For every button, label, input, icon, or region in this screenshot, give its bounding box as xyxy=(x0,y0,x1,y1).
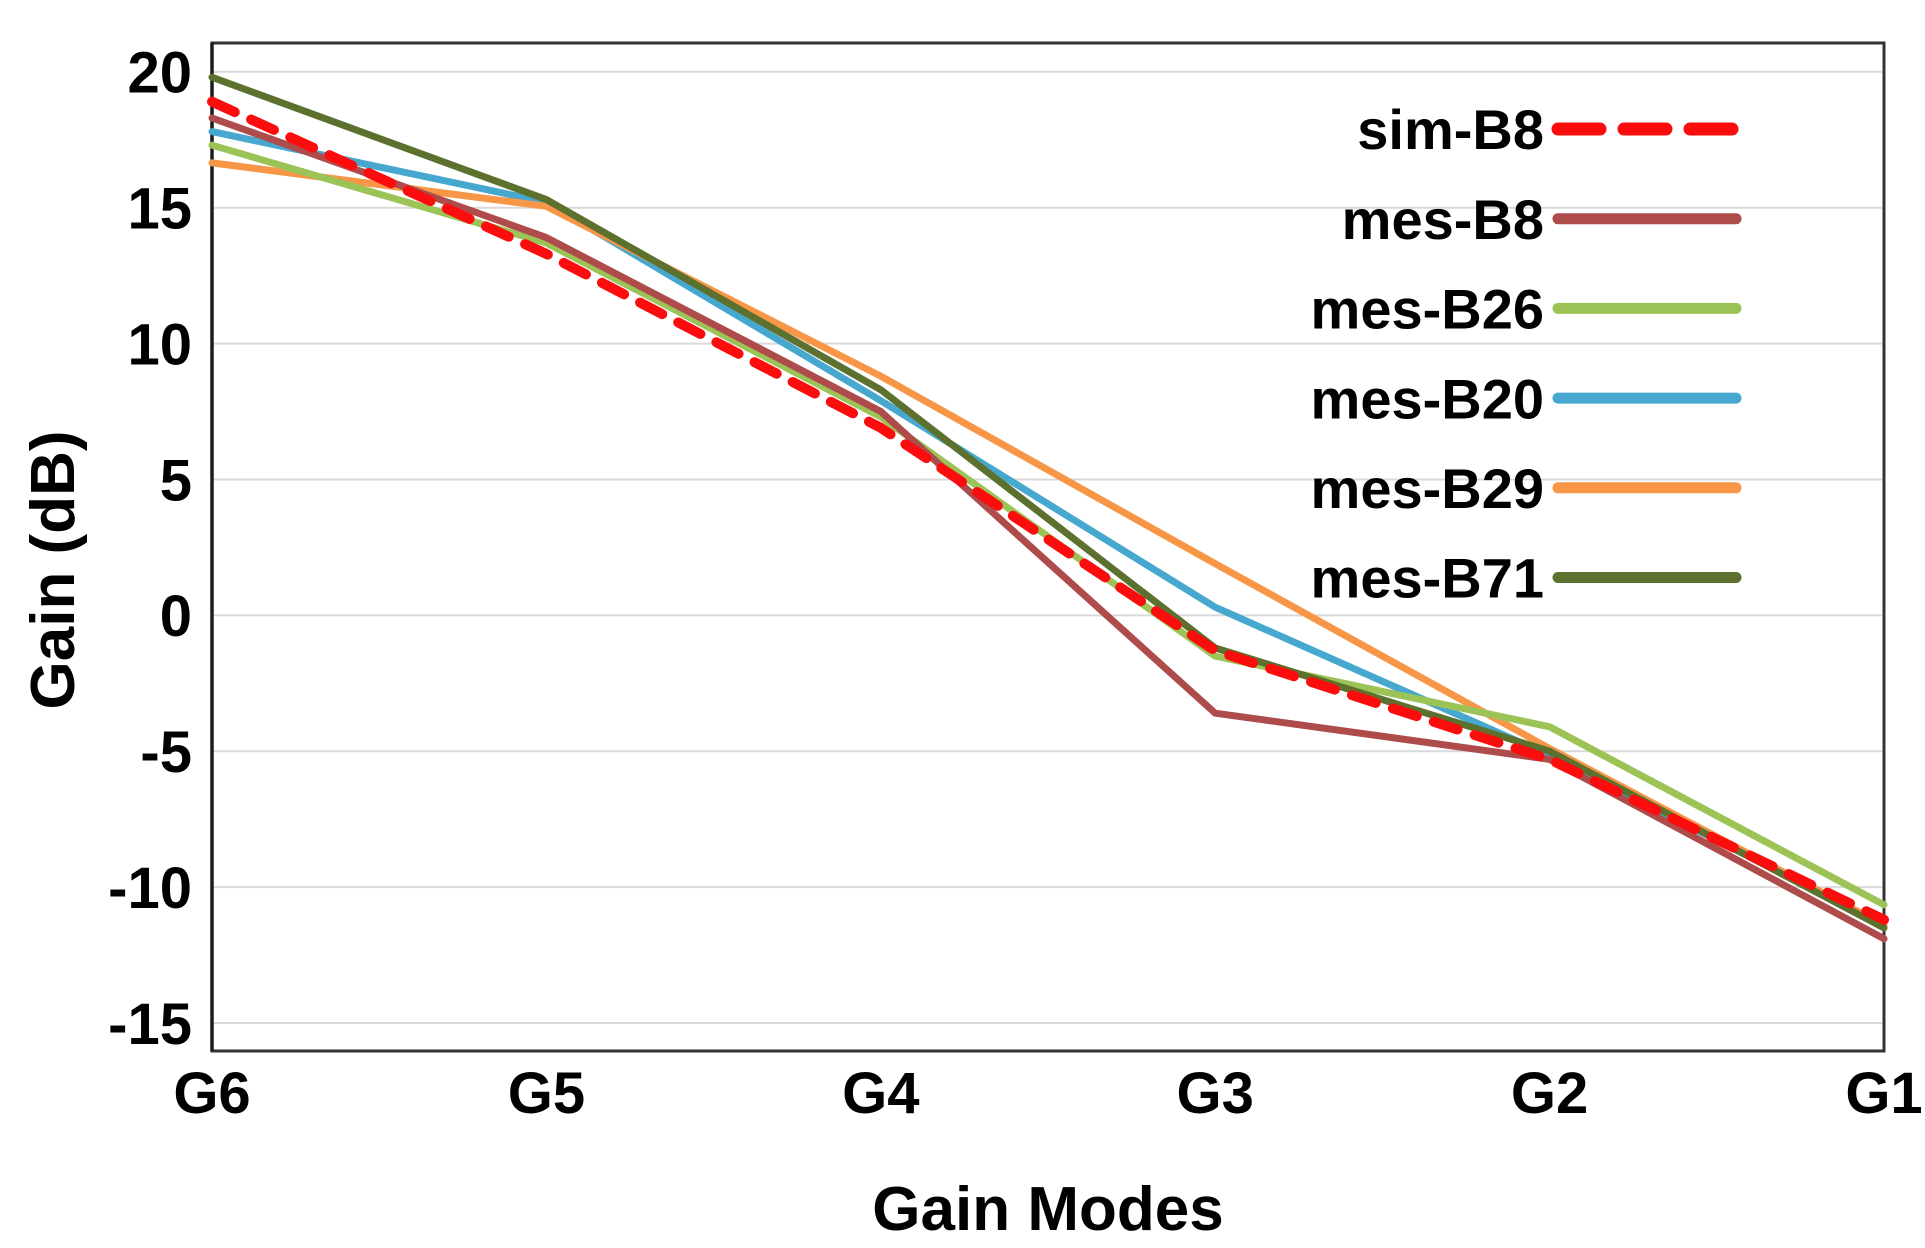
y-tick-label--15: -15 xyxy=(108,992,192,1057)
legend-label-mes-B71: mes-B71 xyxy=(1311,547,1544,610)
y-axis-title: Gain (dB) xyxy=(19,431,88,710)
legend-label-mes-B20: mes-B20 xyxy=(1311,367,1544,430)
x-tick-label-G5: G5 xyxy=(508,1061,585,1126)
x-axis-title: Gain Modes xyxy=(872,1175,1223,1244)
y-tick-label-0: 0 xyxy=(160,584,192,649)
x-tick-label-G2: G2 xyxy=(1511,1061,1588,1126)
x-tick-label-G4: G4 xyxy=(842,1061,919,1126)
y-tick-label-10: 10 xyxy=(127,312,192,377)
legend-label-mes-B29: mes-B29 xyxy=(1311,457,1544,520)
y-tick-label-20: 20 xyxy=(127,41,192,106)
x-tick-label-G1: G1 xyxy=(1845,1061,1922,1126)
series-line-sim-B8 xyxy=(207,96,1889,925)
y-tick-label-15: 15 xyxy=(127,177,192,242)
x-tick-label-G6: G6 xyxy=(173,1061,250,1126)
y-tick-label--10: -10 xyxy=(108,856,192,921)
series-line-mes-B8 xyxy=(208,114,1888,943)
y-tick-label--5: -5 xyxy=(140,720,192,785)
legend-label-mes-B8: mes-B8 xyxy=(1342,188,1544,251)
legend-label-sim-B8: sim-B8 xyxy=(1357,98,1544,161)
x-tick-label-G3: G3 xyxy=(1177,1061,1254,1126)
legend-label-mes-B26: mes-B26 xyxy=(1311,278,1544,341)
y-tick-label-5: 5 xyxy=(160,448,192,513)
